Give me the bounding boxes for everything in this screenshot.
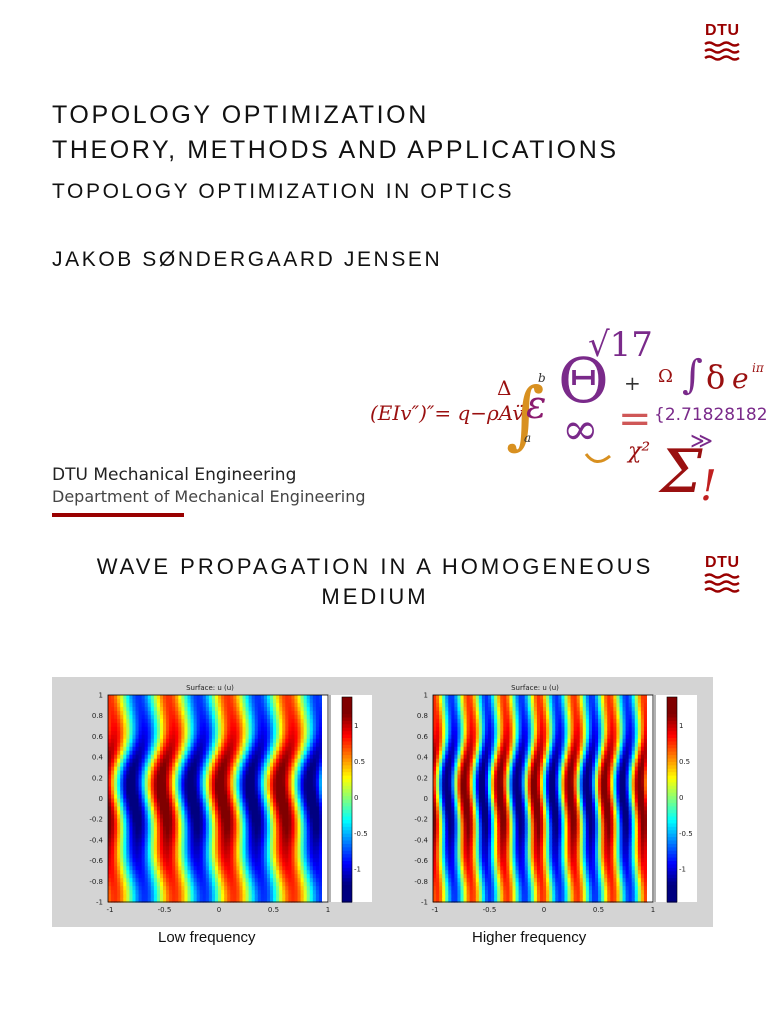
colorbar-tick-label: -1: [679, 866, 686, 874]
integral-lower-limit: a: [524, 431, 531, 445]
y-tick-label: -0.4: [89, 836, 103, 844]
y-tick-label: -1: [421, 899, 428, 907]
colorbar-tick-label: 1: [354, 722, 358, 730]
y-tick-label: 0.8: [417, 712, 428, 720]
caption-low-frequency: Low frequency: [158, 929, 256, 946]
integral-glyph-2: ∫: [682, 352, 703, 398]
y-tick-label: 0.8: [92, 712, 103, 720]
colorbar: [666, 696, 678, 903]
plot-title: Surface: u (u): [186, 684, 234, 692]
plot-title: Surface: u (u): [511, 684, 559, 692]
y-tick-label: 0.2: [417, 774, 428, 782]
colorbar-tick-label: 1: [679, 722, 683, 730]
plot-axes-box: [107, 694, 329, 903]
content-slide: WAVE PROPAGATION IN A HOMOGENEOUS MEDIUM…: [0, 540, 768, 1024]
wave-plot-high: Surface: u (u) 1 0.8 0.6 0.4 0.2 0 -0.2 -0.4 -0.…: [414, 684, 697, 914]
subtitle: TOPOLOGY OPTIMIZATION IN OPTICS: [52, 180, 515, 203]
much-greater-glyph: ≫: [690, 429, 713, 454]
factorial-glyph: !: [700, 461, 717, 510]
x-tick-label: 1: [651, 906, 655, 914]
colorbar: [341, 696, 353, 903]
x-tick-label: -0.5: [483, 906, 497, 914]
sqrt-glyph: √17: [588, 325, 653, 365]
title-line-1: TOPOLOGY OPTIMIZATION: [52, 101, 429, 129]
y-tick-label: 0.2: [92, 774, 103, 782]
y-tick-label: 0.4: [417, 754, 429, 762]
department-full-name: Department of Mechanical Engineering: [52, 487, 366, 506]
caption-higher-frequency: Higher frequency: [472, 929, 587, 946]
exp-ipi-glyph: iπ: [752, 361, 765, 375]
x-tick-label: -0.5: [158, 906, 172, 914]
infinity-glyph: ∞: [562, 404, 599, 455]
epsilon-glyph: ε: [526, 383, 546, 427]
y-tick-label: -0.2: [414, 816, 428, 824]
slide-title: WAVE PROPAGATION IN A HOMOGENEOUS MEDIUM: [96, 554, 654, 609]
y-tick-label: -0.2: [89, 816, 103, 824]
y-tick-label: -0.6: [89, 857, 103, 865]
x-tick-label: 0.5: [593, 906, 604, 914]
y-tick-label: 0: [99, 795, 103, 803]
y-tick-label: -0.4: [414, 836, 428, 844]
theta-glyph: Θ: [558, 344, 609, 417]
y-tick-label: 0.4: [92, 754, 104, 762]
plot-axes-box: [432, 694, 654, 903]
wave-plot-low: Surface: u (u) 1 0.8 0.6 0.4 0.2 0 -0.2 -0.4 -0.…: [89, 684, 372, 914]
x-tick-label: 0: [542, 906, 546, 914]
y-tick-label: 0: [424, 795, 428, 803]
y-tick-label: 1: [99, 692, 103, 700]
math-artwork: (EIv″)″= q−ρAv̈ Δ ∫ b a ε Θ √17 + Ω ∫ δ …: [370, 325, 768, 510]
x-tick-label: 0: [217, 906, 221, 914]
math-equation: (EIv″)″= q−ρAv̈: [370, 401, 524, 425]
colorbar-tick-label: 0.5: [354, 758, 365, 766]
plus-glyph: +: [624, 371, 641, 395]
y-tick-label: -0.8: [414, 878, 428, 886]
delta-glyph: Δ: [497, 376, 511, 400]
y-tick-label: 1: [424, 692, 428, 700]
y-tick-label: 0.6: [417, 733, 429, 741]
integral-glyph: ∫: [506, 372, 545, 458]
chi-squared-glyph: χ²: [626, 439, 650, 464]
dtu-logo-text: DTU: [705, 22, 739, 39]
equals-glyph: =: [618, 396, 652, 442]
sigma-glyph: Σ: [658, 437, 703, 507]
colorbar-tick-label: 0.5: [679, 758, 690, 766]
author: JAKOB SØNDERGAARD JENSEN: [52, 248, 443, 271]
title-slide: DTU TOPOLOGY OPTIMIZATION THEORY, METHOD…: [52, 22, 768, 517]
y-tick-label: -0.8: [89, 878, 103, 886]
x-tick-label: 1: [326, 906, 330, 914]
y-tick-label: 0.6: [92, 733, 104, 741]
x-tick-label: -1: [432, 906, 439, 914]
department-block: DTU Mechanical Engineering Department of…: [52, 465, 366, 506]
figure-panel: Surface: u (u) 1 0.8 0.6 0.4 0.2 0 -0.2 -0.4 -0.…: [52, 677, 713, 927]
dtu-logo: DTU: [704, 22, 740, 61]
colorbar-tick-label: -0.5: [354, 830, 368, 838]
y-tick-label: -1: [96, 899, 103, 907]
dtu-logo: DTU: [704, 554, 740, 593]
colorbar-tick-label: -1: [354, 866, 361, 874]
colorbar-tick-label: -0.5: [679, 830, 693, 838]
colorbar-tick-label: 0: [354, 794, 358, 802]
x-tick-label: 0.5: [268, 906, 279, 914]
dtu-logo-text: DTU: [705, 554, 739, 571]
exp-e-glyph: e: [732, 362, 749, 395]
x-tick-label: -1: [107, 906, 114, 914]
e-value: {2.71828182: [654, 405, 768, 425]
red-divider: [52, 513, 184, 517]
omega-glyph: Ω: [658, 366, 673, 387]
title-line-2: THEORY, METHODS AND APPLICATIONS: [52, 136, 619, 164]
y-tick-label: -0.6: [414, 857, 428, 865]
department-name: DTU Mechanical Engineering: [52, 465, 297, 485]
integral-upper-limit: b: [538, 371, 546, 385]
colorbar-tick-label: 0: [679, 794, 683, 802]
small-delta-glyph: δ: [706, 358, 725, 396]
